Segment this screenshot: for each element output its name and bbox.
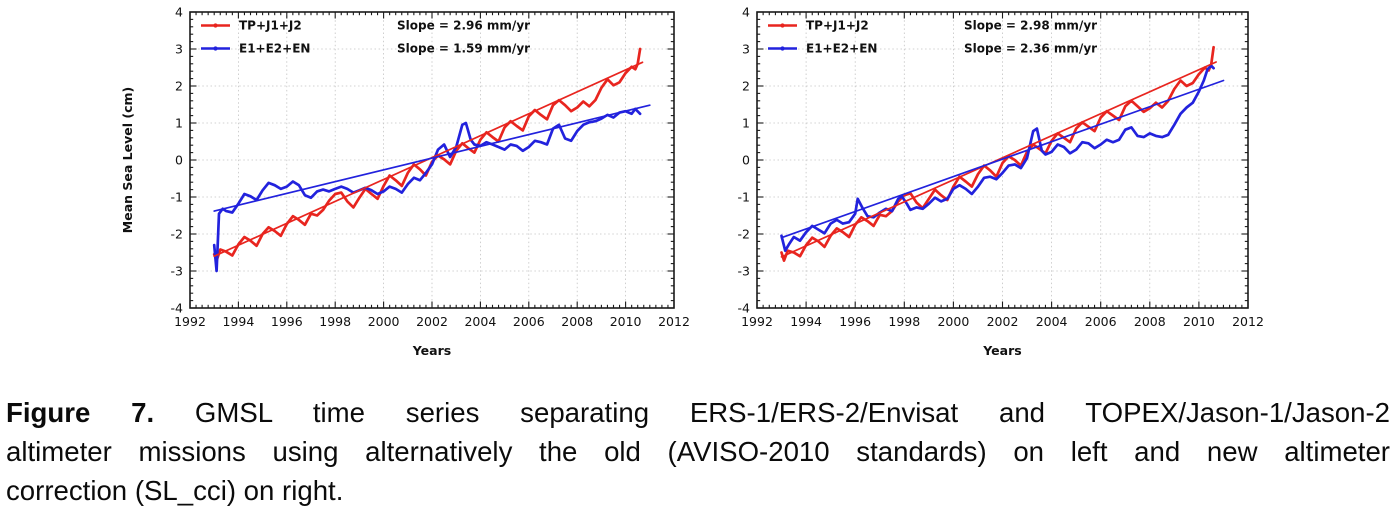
caption-line-1: Figure 7. GMSL time series separating ER… bbox=[6, 394, 1390, 433]
chart-left: 1992 1994 1996 1998 2000 2002 2004 2006 2008 2010… bbox=[120, 4, 690, 358]
svg-text:1998: 1998 bbox=[888, 314, 920, 329]
svg-text:4: 4 bbox=[175, 4, 183, 19]
chart-right: 1992 1994 1996 1998 2000 2002 2004 2006 2008 2010… bbox=[738, 4, 1264, 358]
y-axis-label: Mean Sea Level (cm) bbox=[120, 87, 135, 233]
caption-line-1-text: GMSL time series separating ERS-1/ERS-2/… bbox=[154, 397, 1391, 428]
svg-text:0: 0 bbox=[742, 152, 750, 167]
legend-label: E1+E2+EN bbox=[806, 42, 877, 56]
legend-marker-icon bbox=[213, 23, 218, 28]
gmsl-charts: 1992 1994 1996 1998 2000 2002 2004 2006 2008 2010… bbox=[120, 4, 1264, 358]
svg-text:2008: 2008 bbox=[1134, 314, 1166, 329]
axis-tick-labels: 1992 1994 1996 1998 2000 2002 2004 2006 2008 2010… bbox=[738, 4, 1264, 329]
axis-ticks bbox=[189, 11, 675, 309]
svg-text:2000: 2000 bbox=[368, 314, 400, 329]
x-axis-label: Years bbox=[982, 343, 1021, 358]
svg-text:2008: 2008 bbox=[561, 314, 593, 329]
caption-figure-label: Figure 7. bbox=[6, 397, 155, 428]
svg-text:1: 1 bbox=[742, 115, 750, 130]
legend-label: TP+J1+J2 bbox=[239, 19, 302, 33]
svg-text:-3: -3 bbox=[171, 263, 183, 278]
series-tp-j1-j2 bbox=[212, 47, 642, 262]
series-e1-e2-en bbox=[212, 107, 642, 273]
slope-label: Slope = 2.36 mm/yr bbox=[964, 42, 1097, 56]
svg-text:1994: 1994 bbox=[222, 314, 254, 329]
svg-text:3: 3 bbox=[742, 41, 750, 56]
series-tp-j1-j2 bbox=[780, 45, 1215, 262]
slope-label: Slope = 2.96 mm/yr bbox=[397, 19, 530, 33]
svg-text:2012: 2012 bbox=[1232, 314, 1264, 329]
svg-text:2000: 2000 bbox=[937, 314, 969, 329]
svg-text:2010: 2010 bbox=[1183, 314, 1215, 329]
svg-text:0: 0 bbox=[175, 152, 183, 167]
legend: TP+J1+J2 Slope = 2.98 mm/yr E1+E2+EN Slope … bbox=[768, 19, 1097, 56]
svg-text:2010: 2010 bbox=[610, 314, 642, 329]
gridlines bbox=[757, 12, 1248, 308]
svg-text:2002: 2002 bbox=[416, 314, 448, 329]
svg-text:-1: -1 bbox=[738, 189, 750, 204]
series-e1-e2-en bbox=[780, 64, 1215, 253]
svg-text:2: 2 bbox=[742, 78, 750, 93]
svg-text:2006: 2006 bbox=[1085, 314, 1117, 329]
svg-text:1994: 1994 bbox=[790, 314, 822, 329]
series-lines bbox=[780, 45, 1225, 262]
svg-text:1992: 1992 bbox=[174, 314, 206, 329]
svg-text:-4: -4 bbox=[738, 300, 751, 315]
slope-label: Slope = 1.59 mm/yr bbox=[397, 42, 530, 56]
axis-tick-labels: 1992 1994 1996 1998 2000 2002 2004 2006 2008 2010… bbox=[171, 4, 690, 329]
caption-line-3: correction (SL_cci) on right. bbox=[6, 474, 344, 506]
axis-ticks bbox=[756, 11, 1249, 309]
svg-text:2004: 2004 bbox=[464, 314, 496, 329]
svg-text:2006: 2006 bbox=[513, 314, 545, 329]
svg-text:2: 2 bbox=[175, 78, 183, 93]
svg-text:2004: 2004 bbox=[1036, 314, 1068, 329]
caption-line-2: altimeter missions using alternatively t… bbox=[6, 435, 1390, 467]
svg-text:1992: 1992 bbox=[741, 314, 773, 329]
legend-label: TP+J1+J2 bbox=[806, 19, 869, 33]
series-e1-e2-en-trend bbox=[213, 104, 651, 212]
series-lines bbox=[212, 47, 651, 273]
series-e1-e2-en-trend bbox=[780, 79, 1225, 239]
svg-text:-2: -2 bbox=[738, 226, 750, 241]
svg-text:-2: -2 bbox=[171, 226, 183, 241]
series-tp-j1-j2-trend bbox=[780, 61, 1217, 258]
svg-text:4: 4 bbox=[742, 4, 750, 19]
svg-text:-1: -1 bbox=[171, 189, 183, 204]
svg-text:-4: -4 bbox=[171, 300, 184, 315]
legend: TP+J1+J2 Slope = 2.96 mm/yr E1+E2+EN Slope … bbox=[201, 19, 530, 56]
svg-text:2012: 2012 bbox=[658, 314, 690, 329]
svg-text:2002: 2002 bbox=[987, 314, 1019, 329]
legend-label: E1+E2+EN bbox=[239, 42, 310, 56]
legend-marker-icon bbox=[213, 46, 218, 51]
svg-text:1: 1 bbox=[175, 115, 183, 130]
svg-text:1998: 1998 bbox=[319, 314, 351, 329]
legend-marker-icon bbox=[780, 46, 785, 51]
svg-text:1996: 1996 bbox=[839, 314, 871, 329]
slope-label: Slope = 2.98 mm/yr bbox=[964, 19, 1097, 33]
svg-text:1996: 1996 bbox=[271, 314, 303, 329]
svg-text:-3: -3 bbox=[738, 263, 750, 278]
x-axis-label: Years bbox=[412, 343, 451, 358]
figure-caption: Figure 7. GMSL time series separating ER… bbox=[6, 394, 1390, 510]
legend-marker-icon bbox=[780, 23, 785, 28]
svg-text:3: 3 bbox=[175, 41, 183, 56]
